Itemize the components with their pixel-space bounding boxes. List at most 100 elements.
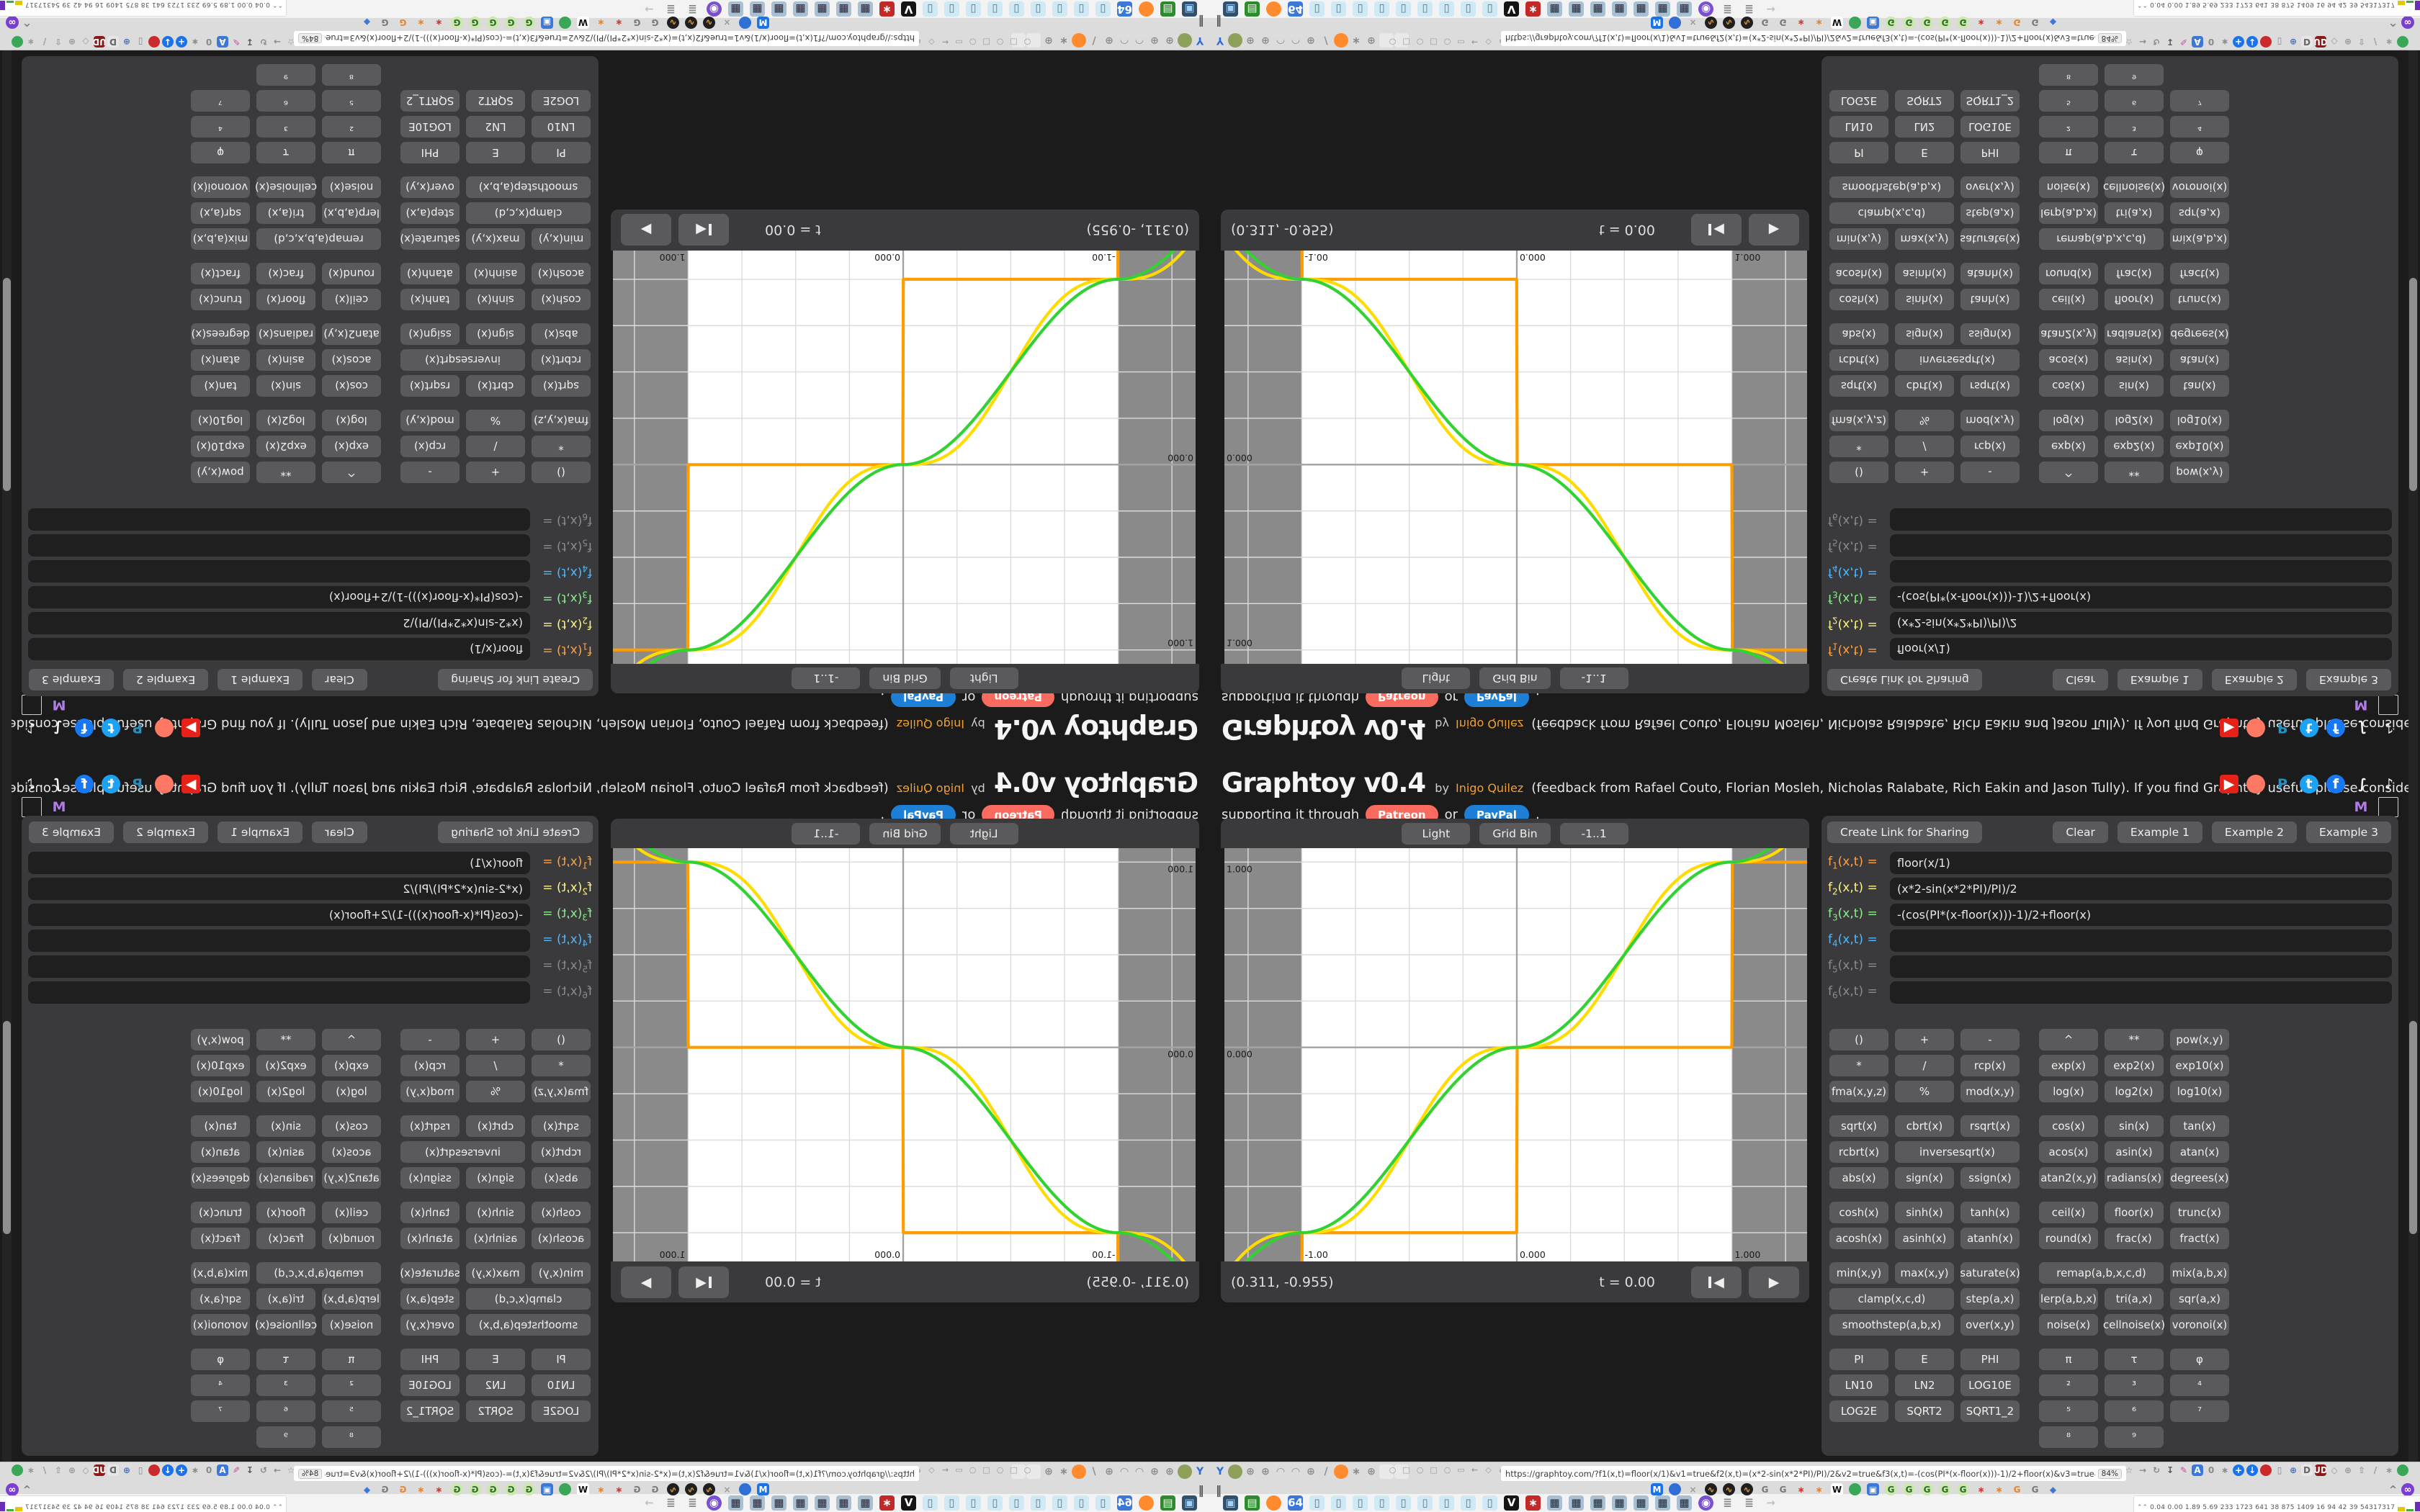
paypal-icon[interactable]: P: [133, 720, 143, 737]
google-icon[interactable]: G: [381, 1484, 389, 1495]
function-button[interactable]: sinh(x): [466, 1202, 525, 1223]
youtube-icon[interactable]: ▶: [182, 719, 200, 737]
bookmark-star-icon[interactable]: ☆: [287, 1465, 295, 1475]
function-button[interactable]: radians(x): [256, 323, 315, 345]
globe-icon[interactable]: ⊕: [1105, 35, 1113, 46]
play-button[interactable]: ▶: [1749, 1266, 1799, 1298]
wrench-icon[interactable]: /: [42, 37, 47, 47]
grid-bin-button[interactable]: Grid Bin: [1479, 667, 1551, 690]
paypal-icon[interactable]: P: [133, 775, 143, 792]
function-button[interactable]: ^: [2039, 462, 2098, 483]
function-button[interactable]: acos(x): [322, 349, 381, 371]
google-circle-icon[interactable]: G: [1921, 1483, 1933, 1495]
function-button[interactable]: ⁷: [2170, 1400, 2229, 1422]
function-button[interactable]: tan(x): [191, 1115, 250, 1137]
function-button[interactable]: asin(x): [2105, 1141, 2164, 1163]
google-icon[interactable]: G: [651, 1484, 659, 1495]
grid-bin-button[interactable]: Grid Bin: [869, 822, 941, 845]
scroll-bookmark-icon[interactable]: ≣: [1723, 3, 1732, 16]
gauge-icon[interactable]: ◠: [1276, 35, 1285, 46]
function-button[interactable]: min(x,y): [1829, 1262, 1888, 1284]
performance-stats-panel[interactable]: ⌃⌃ 0.04 0.00 1.89 5.69 233 1723 641 38 87…: [0, 0, 287, 17]
google-circle-icon[interactable]: G: [1939, 1483, 1951, 1495]
function-button[interactable]: ⁶: [2105, 90, 2164, 112]
wrench-icon[interactable]: /: [2373, 37, 2378, 47]
zoom-level-badge[interactable]: 84%: [2097, 33, 2122, 44]
green-dot-icon[interactable]: [12, 36, 23, 48]
function-button[interactable]: LN2: [466, 1374, 525, 1396]
d-box-icon[interactable]: D: [2301, 1464, 2313, 1476]
function-button[interactable]: τ: [256, 142, 315, 163]
gauge-icon[interactable]: ◠: [1276, 1466, 1285, 1477]
formula-input-f3[interactable]: [1890, 904, 2392, 926]
facebook-icon[interactable]: f: [2326, 719, 2345, 737]
green-dot-icon[interactable]: [2397, 36, 2408, 48]
facebook-icon[interactable]: f: [75, 775, 94, 793]
orange-flower-icon[interactable]: ∗: [597, 1484, 605, 1495]
function-button[interactable]: atan2(x,y): [322, 1167, 381, 1189]
nav-circle-icon[interactable]: ○: [1416, 37, 1424, 47]
function-button[interactable]: fma(x,y,z): [1829, 410, 1888, 431]
function-button[interactable]: voronoi(x): [191, 1314, 250, 1336]
function-button[interactable]: LOG2E: [1829, 90, 1888, 112]
function-button[interactable]: mod(x,y): [400, 1081, 460, 1102]
function-button[interactable]: exp10(x): [191, 436, 250, 457]
function-button[interactable]: lerp(a,b,x): [322, 1288, 381, 1310]
orange-flower-icon[interactable]: ∗: [417, 17, 425, 28]
function-button[interactable]: ssign(x): [1960, 1167, 2020, 1189]
scroll-bookmark-icon[interactable]: ≣: [688, 1496, 697, 1509]
function-button[interactable]: ^: [322, 462, 381, 483]
function-button[interactable]: voronoi(x): [2170, 176, 2229, 198]
calculator-bookmark-icon[interactable]: ▦: [1590, 1495, 1605, 1511]
patreon-icon[interactable]: [2246, 775, 2265, 793]
scroll-bookmark-icon[interactable]: ≣: [1744, 3, 1754, 16]
function-button[interactable]: exp10(x): [2170, 436, 2229, 457]
function-button[interactable]: cos(x): [322, 375, 381, 397]
function-button[interactable]: atan(x): [191, 1141, 250, 1163]
calculator-bookmark-icon[interactable]: ▦: [793, 1, 808, 17]
clear-button[interactable]: Clear: [312, 669, 367, 690]
send-bookmark-icon[interactable]: →: [1766, 3, 1775, 16]
highlighter-icon[interactable]: ✎: [232, 1465, 241, 1475]
function-button[interactable]: fract(x): [191, 1228, 250, 1249]
function-button[interactable]: noise(x): [322, 1314, 381, 1336]
notes-bookmark-icon[interactable]: ▯: [966, 1495, 981, 1511]
function-button[interactable]: asinh(x): [466, 263, 525, 284]
zero-badge-icon[interactable]: 0: [2208, 37, 2215, 47]
gear-icon[interactable]: ∗: [2220, 1465, 2229, 1475]
function-button[interactable]: +: [466, 1029, 525, 1050]
google-circle-icon[interactable]: G: [523, 1483, 535, 1495]
globe-icon[interactable]: ⊕: [1246, 35, 1255, 46]
google-circle-icon[interactable]: G: [1957, 17, 1969, 29]
function-button[interactable]: asin(x): [2105, 349, 2164, 371]
trash-icon[interactable]: ▯: [138, 1465, 143, 1475]
add-icon[interactable]: +: [2233, 36, 2244, 48]
d-box-icon[interactable]: D: [107, 1464, 119, 1476]
calculator-bookmark-icon[interactable]: ▦: [1634, 1, 1649, 17]
notes-bookmark-icon[interactable]: ▯: [944, 1, 959, 17]
green-circle-icon[interactable]: [559, 1483, 571, 1495]
function-button[interactable]: asinh(x): [466, 1228, 525, 1249]
notes-bookmark-icon[interactable]: ▯: [1374, 1495, 1389, 1511]
function-button[interactable]: LOG2E: [1829, 1400, 1888, 1422]
function-button[interactable]: sqr(a,x): [191, 202, 250, 224]
waveform-icon[interactable]: ∿: [685, 1483, 697, 1495]
zero-badge-icon[interactable]: 0: [2208, 1465, 2215, 1475]
function-button[interactable]: clamp(x,c,d): [466, 202, 591, 224]
function-button[interactable]: φ: [2170, 1349, 2229, 1370]
facebook-icon[interactable]: f: [75, 719, 94, 737]
function-button[interactable]: ⁶: [2105, 1400, 2164, 1422]
function-button[interactable]: cosh(x): [1829, 1202, 1888, 1223]
function-button[interactable]: tri(a,x): [2105, 1288, 2164, 1310]
cube-globe-icon[interactable]: ◆: [363, 1484, 371, 1495]
function-button[interactable]: ²: [322, 116, 381, 138]
calculator-bookmark-icon[interactable]: ▦: [1547, 1495, 1562, 1511]
function-button[interactable]: ³: [2105, 1374, 2164, 1396]
red-app-bookmark-icon[interactable]: ∗: [879, 1, 895, 17]
function-button[interactable]: tanh(x): [1960, 289, 2020, 310]
reload-icon[interactable]: ↻: [2152, 37, 2161, 47]
function-button[interactable]: cbrt(x): [1895, 375, 1954, 397]
formula-input-f1[interactable]: [1890, 638, 2392, 660]
mute-icon[interactable]: ×: [1689, 17, 1697, 28]
google-icon[interactable]: G: [1761, 17, 1769, 28]
